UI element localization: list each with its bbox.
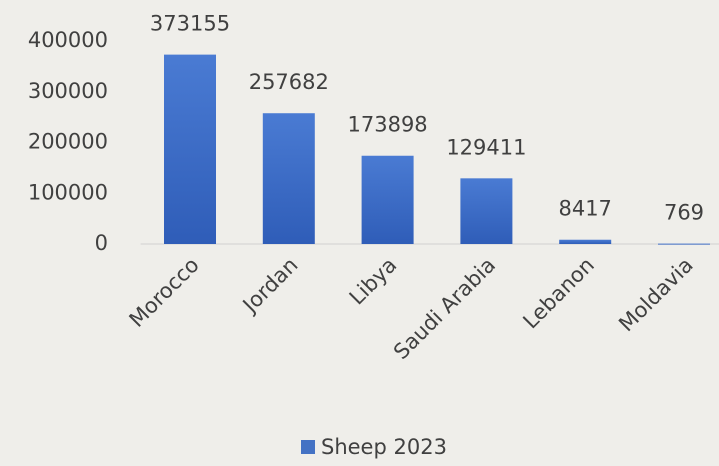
y-tick-label: 200000 xyxy=(28,130,108,154)
data-label: 8417 xyxy=(558,197,611,221)
data-label: 173898 xyxy=(348,113,428,137)
data-label: 769 xyxy=(664,201,704,225)
bar xyxy=(361,155,414,244)
bar xyxy=(559,239,612,244)
bar xyxy=(164,54,216,244)
y-tick-label: 0 xyxy=(95,231,108,255)
data-label: 373155 xyxy=(150,12,230,36)
bar xyxy=(460,178,513,244)
data-label: 257682 xyxy=(249,70,329,94)
bar xyxy=(658,243,710,245)
legend-label: Sheep 2023 xyxy=(321,435,447,459)
legend-swatch xyxy=(301,440,315,454)
y-tick-label: 300000 xyxy=(28,79,108,103)
bar xyxy=(262,113,315,245)
y-tick-label: 400000 xyxy=(28,28,108,52)
data-label: 129411 xyxy=(446,135,526,159)
y-tick-label: 100000 xyxy=(28,180,108,204)
